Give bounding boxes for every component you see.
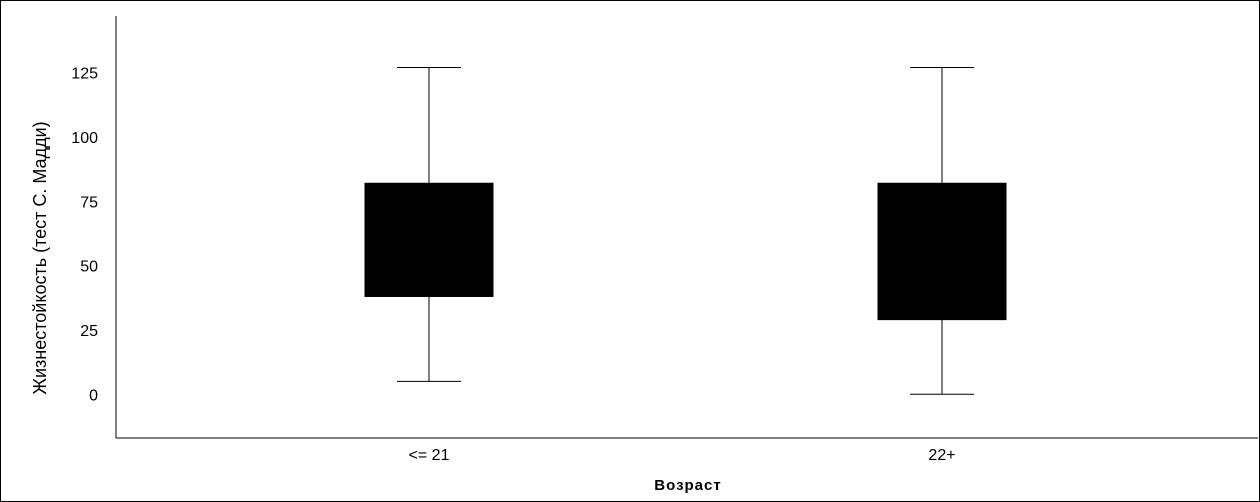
- x-axis-title: Возраст: [654, 477, 721, 494]
- iqr-box: [364, 182, 494, 297]
- y-tick-label: 100: [71, 130, 98, 147]
- box-group: [877, 66, 1007, 395]
- y-axis-title: Жизнестойкость (тест С. Мадди): [30, 121, 50, 394]
- x-tick-label: <= 21: [409, 447, 450, 464]
- y-tick-label: 0: [89, 387, 98, 404]
- box-group: [364, 66, 494, 382]
- boxes: [364, 66, 1007, 395]
- iqr-box: [877, 182, 1007, 321]
- x-tick-label: 22+: [928, 447, 955, 464]
- y-tick-label: 125: [71, 66, 98, 83]
- y-tick-label: 25: [80, 323, 98, 340]
- y-tick-labels: 0 25 50 75 100 125: [71, 66, 98, 405]
- x-tick-labels: <= 21 22+: [409, 447, 956, 464]
- y-tick-label: 75: [80, 194, 98, 211]
- y-tick-label: 50: [80, 259, 98, 276]
